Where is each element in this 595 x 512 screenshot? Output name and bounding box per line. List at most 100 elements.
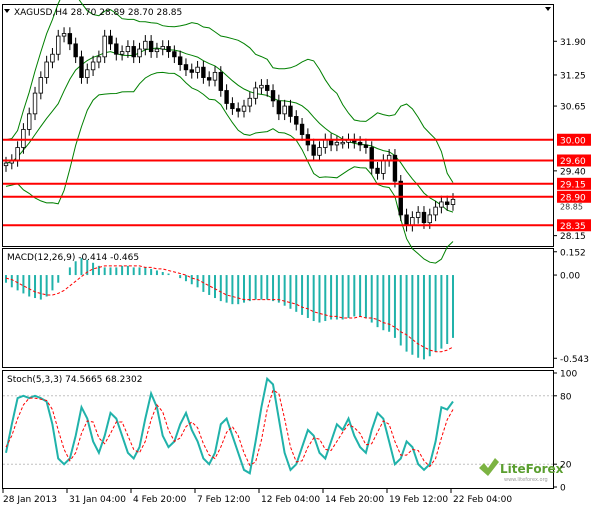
- candle-body: [259, 84, 264, 89]
- level-tag-label: 28.35: [560, 222, 586, 232]
- candle-body: [143, 40, 148, 50]
- candle-body: [32, 92, 38, 115]
- stoch-panel-title: Stoch(5,3,3) 74.5665 68.2302: [7, 375, 142, 385]
- candle-body: [154, 48, 160, 53]
- candle-body: [27, 113, 32, 130]
- level-tag: [557, 219, 591, 232]
- time-tick-label: 14 Feb 20:00: [325, 495, 384, 505]
- candle-body: [299, 123, 305, 135]
- candle-body: [265, 84, 270, 91]
- candle-body: [61, 33, 67, 37]
- stoch-signal-line: [5, 389, 454, 468]
- candle-body: [439, 201, 444, 208]
- candle-body: [212, 71, 218, 81]
- candle-body: [334, 141, 340, 146]
- candle-body: [183, 64, 189, 71]
- stoch-tick-label: 20: [560, 461, 572, 471]
- candle-body: [236, 108, 241, 112]
- candle-body: [369, 147, 374, 169]
- candle-body: [96, 56, 102, 63]
- candle-body: [404, 214, 409, 226]
- price-tick-label: 31.90: [560, 38, 586, 48]
- candle-body: [206, 77, 212, 81]
- candle-body: [323, 139, 328, 148]
- price-tick-label: 28.15: [560, 232, 586, 242]
- candle-body: [427, 214, 432, 224]
- candle-body: [230, 103, 235, 110]
- candle-body: [357, 141, 363, 146]
- candle-body: [73, 43, 78, 58]
- candle-body: [317, 147, 322, 156]
- stoch-tick-label: 100: [560, 370, 577, 380]
- dropdown-arrow-icon[interactable]: [4, 9, 10, 13]
- current-price-label: 28.85: [560, 202, 583, 211]
- candle-body: [363, 144, 369, 148]
- candle-body: [398, 180, 403, 216]
- candle-body: [282, 105, 287, 115]
- candle-body: [108, 35, 113, 45]
- level-tag: [557, 177, 591, 190]
- candle-body: [218, 71, 223, 91]
- candle-body: [67, 33, 73, 45]
- candle-body: [276, 100, 282, 115]
- candle-body: [421, 211, 427, 224]
- collapse-icon[interactable]: [545, 7, 551, 11]
- candle-body: [119, 51, 125, 55]
- macd-plot: [5, 258, 454, 360]
- macd-tick-label: 0.00: [560, 272, 580, 282]
- level-tag: [557, 133, 591, 146]
- macd-panel-title: MACD(12,26,9) -0.414 -0.465: [7, 253, 139, 263]
- stoch-panel-frame[interactable]: [2, 370, 554, 489]
- candle-body: [131, 46, 136, 58]
- macd-signal-line: [5, 265, 454, 353]
- stoch-tick-label: 0: [560, 484, 566, 494]
- candle-body: [288, 105, 293, 117]
- stoch-main-line: [5, 376, 454, 475]
- candle-body: [125, 46, 131, 53]
- stoch-plot: [3, 376, 553, 475]
- candle-body: [433, 206, 438, 216]
- candle-body: [15, 147, 20, 161]
- time-tick-label: 7 Feb 12:00: [197, 495, 251, 505]
- time-tick-label: 31 Jan 04:00: [69, 495, 126, 505]
- upper-band-line: [5, 0, 454, 183]
- candle-body: [410, 217, 415, 226]
- candle-body: [392, 154, 398, 182]
- price-tick-label: 29.40: [560, 167, 586, 177]
- candle-body: [56, 35, 61, 55]
- candle-body: [195, 66, 200, 73]
- level-tag: [557, 190, 591, 203]
- stoch-tick-label: 80: [560, 392, 572, 402]
- time-tick-label: 22 Feb 04:00: [453, 495, 512, 505]
- logo-tagline: www.liteforex.org: [504, 477, 548, 483]
- candle-body: [114, 43, 119, 55]
- candle-body: [375, 167, 380, 174]
- candle-body: [166, 46, 171, 53]
- candle-body: [450, 198, 456, 205]
- candle-body: [340, 141, 345, 145]
- candle-body: [160, 46, 165, 50]
- level-tag-label: 29.15: [560, 180, 586, 190]
- macd-tick-label: -0.543: [560, 355, 589, 365]
- candle-body: [172, 51, 177, 58]
- candle-body: [247, 97, 253, 107]
- price-plot: [3, 0, 553, 264]
- macd-panel-frame[interactable]: [2, 248, 554, 368]
- candle-body: [85, 69, 90, 78]
- candle-body: [90, 61, 96, 71]
- price-panel-frame[interactable]: [2, 4, 554, 247]
- candle-body: [21, 128, 26, 148]
- logo-text: LiteForex: [500, 462, 564, 476]
- candle-body: [137, 48, 142, 58]
- time-tick-label: 28 Jan 2013: [3, 495, 57, 505]
- candle-body: [38, 77, 44, 94]
- candle-body: [270, 90, 276, 102]
- level-tag-label: 29.60: [560, 157, 586, 167]
- level-tag-label: 30.00: [560, 136, 586, 146]
- candle-body: [102, 35, 107, 58]
- candle-body: [253, 87, 258, 99]
- candle-body: [415, 211, 421, 218]
- candle-body: [79, 56, 84, 78]
- candle-body: [444, 201, 450, 205]
